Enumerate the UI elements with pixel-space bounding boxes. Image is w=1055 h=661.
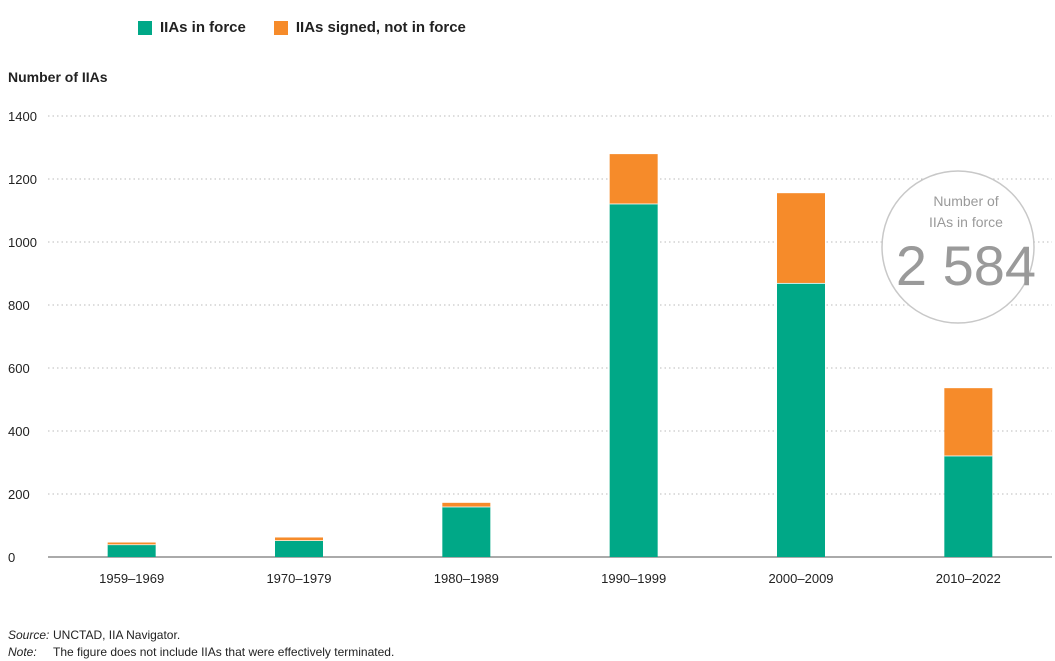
y-tick-label: 1000: [8, 235, 37, 250]
note-label: Note:: [8, 645, 37, 659]
callout-value: 2 584: [896, 234, 1036, 297]
callout-circle: [881, 170, 1035, 324]
x-tick-label: 2010–2022: [936, 571, 1001, 586]
x-tick-label: 1970–1979: [266, 571, 331, 586]
bar-signed-not-in-force: [944, 388, 993, 456]
y-tick-label: 0: [8, 550, 15, 565]
x-tick-label: 1980–1989: [434, 571, 499, 586]
bar-in-force: [609, 203, 658, 557]
y-tick-label: 400: [8, 424, 30, 439]
x-tick-label: 1990–1999: [601, 571, 666, 586]
bar-in-force: [777, 282, 825, 557]
bar-signed-not-in-force: [777, 193, 825, 283]
bar-signed-not-in-force: [609, 154, 658, 204]
callout-line1: Number of: [933, 193, 998, 209]
y-tick-label: 1200: [8, 172, 37, 187]
bar-signed-not-in-force: [442, 502, 491, 507]
note-line: Note: The figure does not include IIAs th…: [8, 644, 394, 661]
source-label: Source:: [8, 628, 50, 642]
bar-in-force: [442, 506, 491, 557]
legend-label-in-force: IIAs in force: [160, 19, 246, 36]
legend-swatch-in-force: [138, 20, 152, 35]
y-axis-title: Number of IIAs: [8, 69, 108, 85]
y-tick-label: 1400: [8, 109, 37, 124]
bar-in-force: [944, 455, 993, 557]
legend-item-in-force: IIAs in force: [138, 19, 246, 36]
source-line: Source: UNCTAD, IIA Navigator.: [8, 627, 394, 644]
legend-item-signed: IIAs signed, not in force: [273, 19, 466, 36]
bar-chart: 0 200 400 600 800 1000 1200 1400 1959–1969 1970–1…: [8, 109, 1052, 586]
bar-in-force: [275, 540, 323, 557]
legend-label-signed: IIAs signed, not in force: [295, 19, 466, 36]
bar-in-force: [107, 544, 156, 557]
note-text: The figure does not include IIAs that we…: [53, 645, 395, 659]
y-tick-label: 200: [8, 487, 30, 502]
x-tick-label: 1959–1969: [99, 571, 164, 586]
bar-signed-not-in-force: [107, 542, 156, 545]
y-tick-label: 600: [8, 361, 30, 376]
callout-line2: IIAs in force: [929, 214, 1003, 230]
source-text: UNCTAD, IIA Navigator.: [53, 628, 181, 642]
legend-swatch-signed: [273, 20, 288, 35]
y-tick-label: 800: [8, 298, 30, 313]
chart-legend: IIAs in force IIAs signed, not in force: [138, 19, 466, 36]
footnotes: Source: UNCTAD, IIA Navigator. Note: The f…: [8, 627, 394, 661]
x-tick-label: 2000–2009: [768, 571, 833, 586]
bar-signed-not-in-force: [275, 537, 323, 541]
